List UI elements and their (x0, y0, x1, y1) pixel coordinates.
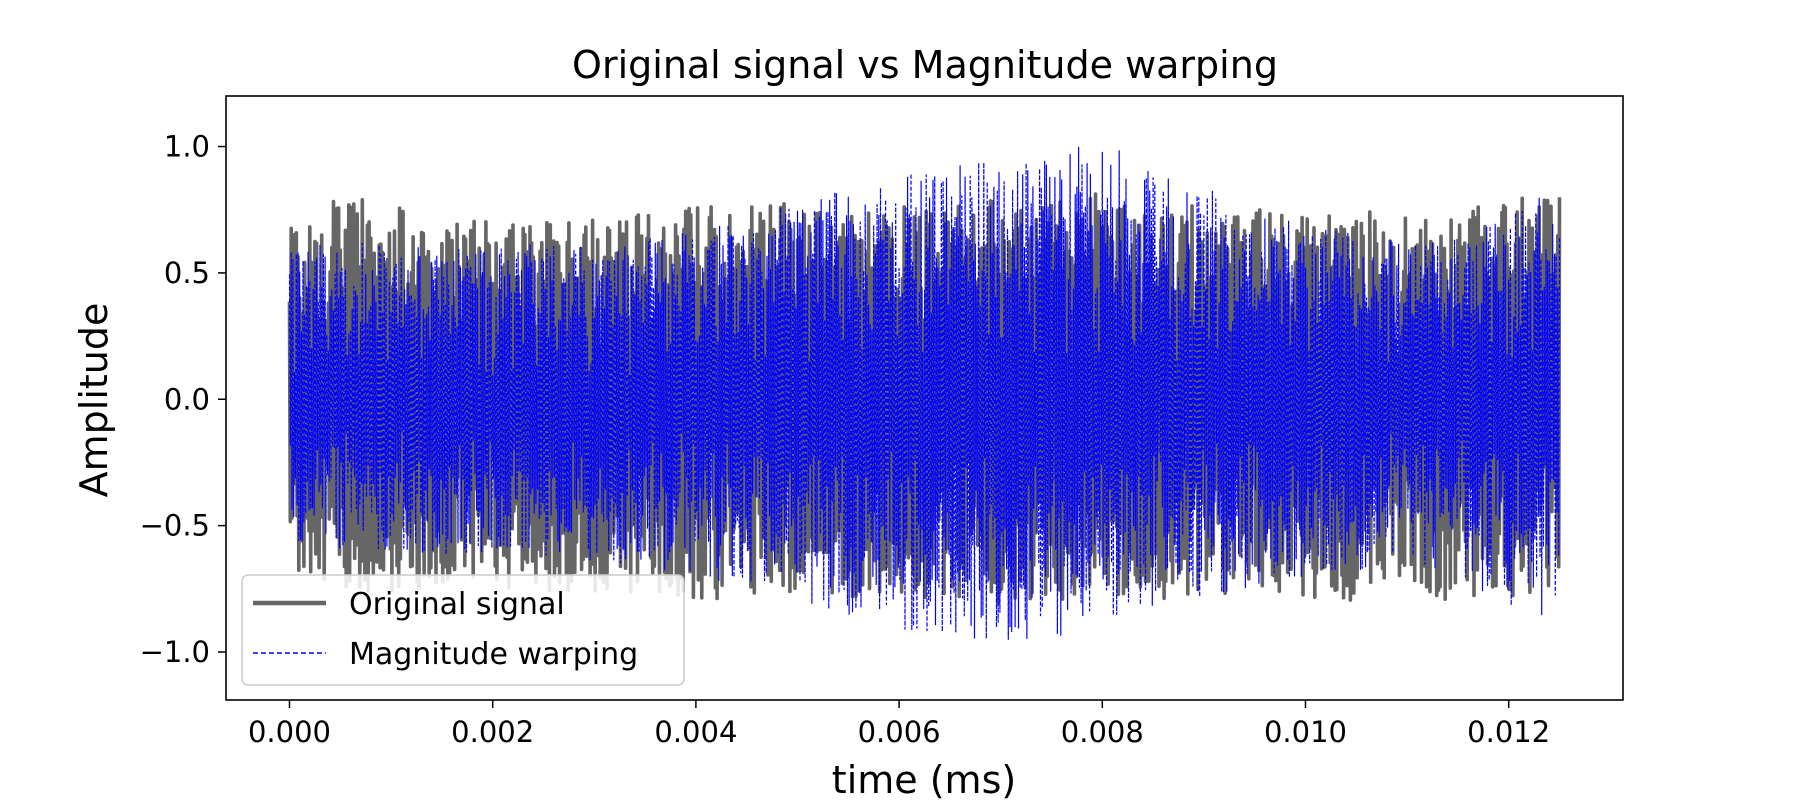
series-line-magnitude-warping (288, 146, 1561, 640)
x-tick-label: 0.006 (858, 715, 941, 749)
y-tick-label: −0.5 (140, 509, 210, 543)
legend: Original signal Magnitude warping (241, 574, 685, 686)
legend-box (241, 574, 685, 686)
plot-frame (225, 95, 1624, 701)
x-axis: 0.000 0.002 0.004 0.006 0.008 0.010 0.012 (248, 700, 1550, 749)
y-tick-label: 0.0 (164, 382, 210, 416)
y-tick-label: 0.5 (164, 256, 210, 290)
x-tick-label: 0.000 (248, 715, 331, 749)
y-axis-label: Amplitude (72, 303, 116, 498)
legend-label-magnitude-warping: Magnitude warping (349, 637, 638, 672)
x-tick-label: 0.012 (1467, 715, 1550, 749)
plot-clip-group (287, 146, 1562, 640)
legend-label-original-signal: Original signal (349, 587, 565, 622)
x-axis-label: time (ms) (832, 758, 1016, 800)
x-tick-label: 0.004 (654, 715, 737, 749)
y-tick-label: 1.0 (164, 130, 210, 164)
y-axis: −1.0 −0.5 0.0 0.5 1.0 (140, 130, 226, 669)
chart-title: Original signal vs Magnitude warping (572, 43, 1278, 87)
series-layer (287, 146, 1562, 640)
x-tick-label: 0.010 (1264, 715, 1347, 749)
x-tick-label: 0.002 (451, 715, 534, 749)
x-tick-label: 0.008 (1061, 715, 1144, 749)
y-tick-label: −1.0 (140, 635, 210, 669)
